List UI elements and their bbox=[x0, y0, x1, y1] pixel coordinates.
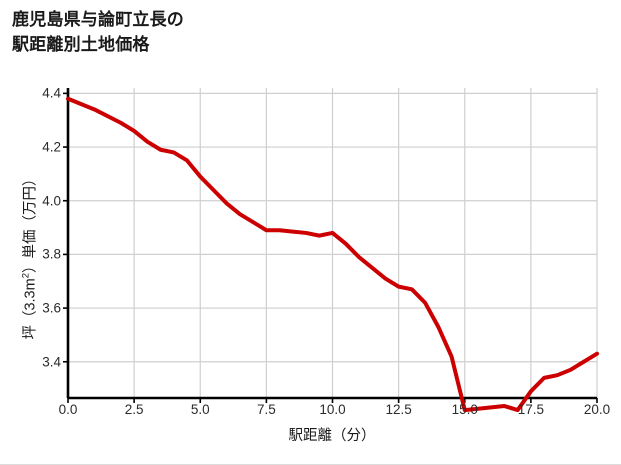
x-tick-label: 2.5 bbox=[124, 402, 144, 417]
x-tick-label: 12.5 bbox=[385, 402, 412, 417]
x-tick-label: 10.0 bbox=[319, 402, 346, 417]
y-tick-label: 4.0 bbox=[42, 193, 61, 209]
grid-lines bbox=[67, 88, 598, 398]
x-tick-label: 7.5 bbox=[256, 402, 276, 417]
axis-tick-marks bbox=[63, 92, 598, 403]
x-tick-label: 15.0 bbox=[451, 402, 478, 417]
x-tick-label: 0.0 bbox=[58, 402, 78, 417]
x-tick-label: 17.5 bbox=[517, 402, 545, 417]
y-tick-label: 3.6 bbox=[42, 300, 61, 316]
x-tick-label: 20.0 bbox=[583, 402, 611, 417]
y-axis-title: 坪（3.3m2）単価（万円） bbox=[20, 171, 39, 340]
y-tick-label: 4.4 bbox=[42, 85, 61, 101]
y-tick-label: 3.8 bbox=[42, 246, 61, 262]
y-tick-label: 4.2 bbox=[42, 139, 61, 155]
data-series-line bbox=[66, 96, 599, 413]
y-tick-label: 3.4 bbox=[42, 354, 61, 370]
chart-title: 鹿児島県与論町立長の 駅距離別土地価格 bbox=[12, 10, 184, 54]
x-axis-title: 駅距離（分） bbox=[288, 428, 376, 444]
x-tick-label: 5.0 bbox=[190, 402, 210, 417]
